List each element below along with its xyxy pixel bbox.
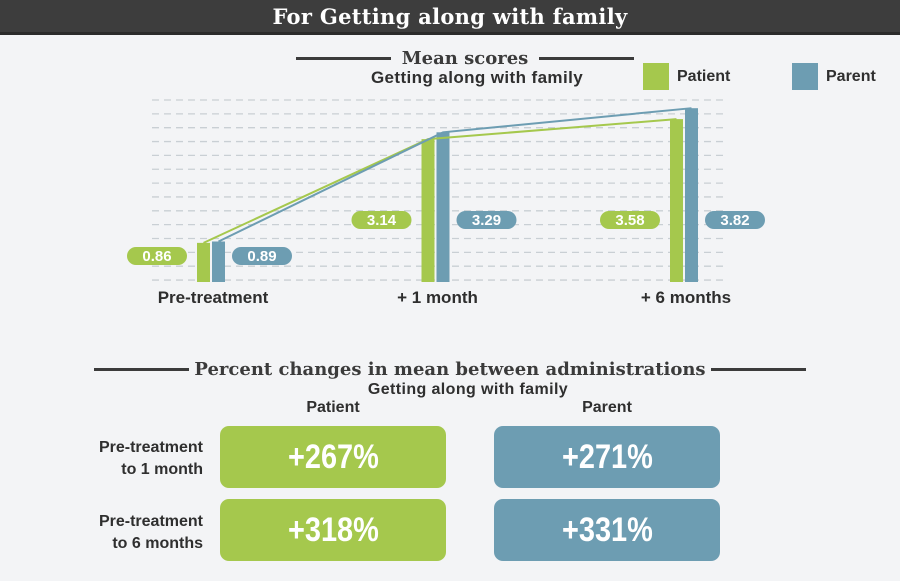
column-header-patient: Patient [306,399,360,416]
legend-item-patient: Patient [643,63,730,90]
percent-changes-subtitle: Getting along with family [367,381,569,398]
bar-parent-1 [436,132,450,282]
x-label--6-months: + 6 months [641,288,731,307]
legend-swatch-patient [643,63,669,90]
value-pill-patient-0 [127,247,187,265]
mean-scores-subtitle: Getting along with family [370,68,584,87]
mean-scores-chart: 0.86 3.14 3.58 0.89 3.29 3.82 Pre-treatment + 1… [127,99,765,307]
trend-line-parent [218,107,692,243]
mean-scores-title-row: Mean scores [15,48,900,69]
value-pill-parent-2 [705,211,765,229]
bar-patient-0 [197,242,210,282]
x-label--1-month: + 1 month [397,288,478,307]
row-label-line2: to 1 month [121,461,203,478]
value-label-parent-0: 0.89 [247,248,276,265]
bar-patient-2 [670,119,683,282]
column-header-parent: Parent [582,399,632,416]
legend-item-parent: Parent [792,63,876,90]
percent-value: +271% [561,437,653,476]
title-rule-right [539,57,635,60]
value-label-patient-0: 0.86 [142,248,171,265]
percent-box-parent-1month: +271% [494,426,720,488]
legend-label-parent: Parent [826,67,876,85]
legend-swatch-parent [792,63,818,90]
row-label-line2: to 6 months [112,535,203,552]
value-pill-parent-1 [456,211,517,229]
value-pill-parent-0 [232,247,292,265]
bar-patient-1 [421,139,435,282]
title-rule-left [295,57,391,60]
value-label-patient-1: 3.14 [367,212,397,229]
legend-label-patient: Patient [677,67,731,85]
row-label-line1: Pre-treatment [98,439,203,456]
header-bar: For Getting along with family [0,0,900,35]
x-label-pre-treatment: Pre-treatment [158,288,269,307]
page-title: For Getting along with family [272,3,628,29]
percent-value: +267% [287,437,379,476]
percent-box-patient-1month: +267% [220,426,446,488]
percent-box-parent-6months: +331% [494,499,720,561]
title-rule-right [710,368,806,371]
row-label-pretreatment-1month: Pre-treatment to 1 month [43,437,203,481]
value-label-parent-1: 3.29 [472,212,501,229]
bar-parent-0 [212,241,225,282]
bar-parent-2 [685,108,698,282]
percent-box-patient-6months: +318% [220,499,446,561]
value-pill-patient-1 [351,211,412,229]
title-rule-left [94,368,190,371]
percent-changes-title-row: Percent changes in mean between administ… [0,359,900,380]
row-label-pretreatment-6months: Pre-treatment to 6 months [43,511,203,555]
value-label-patient-2: 3.58 [615,212,644,229]
value-label-parent-2: 3.82 [720,212,749,229]
value-pill-patient-2 [600,211,660,229]
percent-value: +318% [287,510,379,549]
row-label-line1: Pre-treatment [98,513,203,530]
percent-value: +331% [561,510,653,549]
section-title-mean-scores: Mean scores [401,48,529,69]
section-title-percent-changes: Percent changes in mean between administ… [194,359,706,380]
